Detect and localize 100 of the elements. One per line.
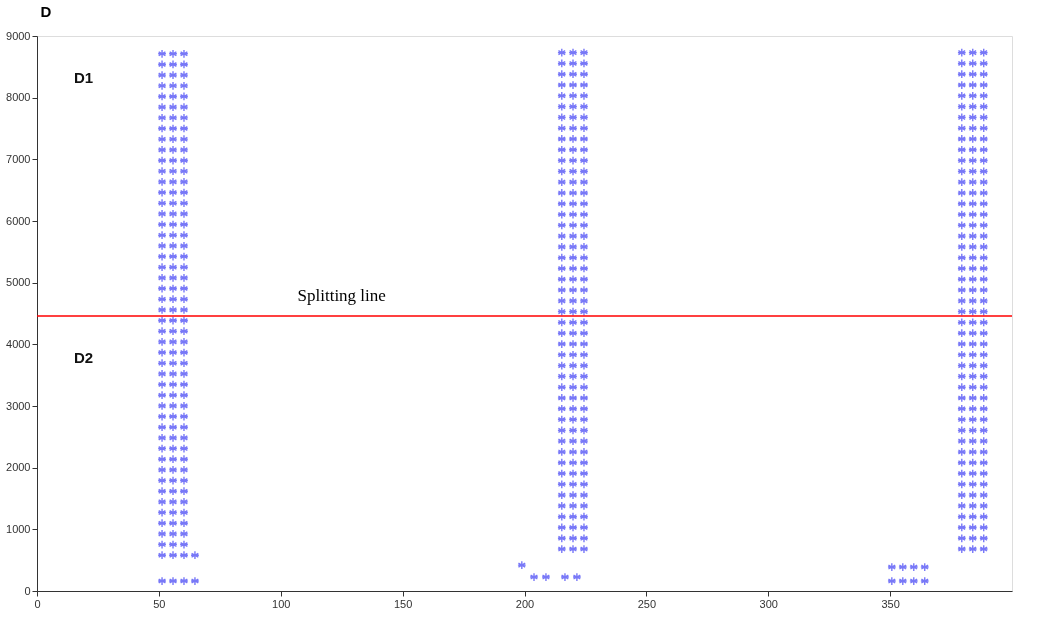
point [957, 447, 967, 457]
point [957, 102, 967, 112]
point [557, 155, 567, 166]
point [157, 283, 167, 294]
point [968, 166, 978, 176]
point [957, 436, 967, 446]
point [557, 522, 567, 533]
point [957, 134, 967, 144]
y-tick-label: 7000 [6, 152, 31, 165]
point [579, 145, 589, 155]
point [968, 404, 978, 414]
point [968, 522, 978, 533]
point [968, 134, 978, 144]
point [157, 166, 167, 176]
point [568, 188, 578, 198]
point [568, 145, 578, 155]
point [168, 550, 178, 560]
point [968, 199, 978, 209]
point [968, 285, 978, 295]
x-tick-label: 100 [272, 597, 291, 610]
point [168, 209, 178, 219]
point [979, 339, 989, 349]
point [179, 507, 189, 518]
point [157, 187, 167, 198]
point [568, 414, 578, 425]
point [579, 436, 589, 446]
point [168, 123, 178, 134]
point [568, 296, 578, 306]
point [157, 198, 167, 208]
point [157, 70, 167, 80]
point [979, 425, 989, 435]
point [568, 468, 578, 479]
point [557, 177, 567, 187]
point [179, 262, 189, 272]
point [957, 490, 967, 500]
point [557, 317, 567, 328]
point [179, 177, 189, 187]
point [557, 102, 567, 112]
point [968, 328, 978, 338]
point [568, 490, 578, 500]
point [190, 550, 200, 560]
point [168, 507, 178, 518]
point [579, 458, 589, 468]
point [179, 230, 189, 240]
point [179, 283, 189, 294]
point [968, 458, 978, 468]
point [920, 576, 930, 586]
point [968, 317, 978, 328]
point [557, 512, 567, 522]
point [968, 242, 978, 252]
point [157, 486, 167, 496]
point [568, 404, 578, 414]
point [568, 544, 578, 554]
point [957, 512, 967, 522]
point [579, 490, 589, 500]
point [579, 48, 589, 58]
point [968, 447, 978, 457]
point [957, 328, 967, 338]
point [979, 145, 989, 155]
y-tick-label: 1000 [6, 522, 31, 535]
point [579, 382, 589, 392]
point [957, 479, 967, 489]
point [957, 188, 967, 198]
point [157, 294, 167, 304]
point [557, 209, 567, 220]
point [557, 274, 567, 284]
point [957, 80, 967, 90]
point [568, 285, 578, 295]
point [157, 59, 167, 70]
point [579, 361, 589, 371]
point [579, 285, 589, 295]
point [168, 166, 178, 176]
point [579, 123, 589, 133]
point [168, 59, 178, 70]
point [168, 113, 178, 123]
point [957, 361, 967, 371]
point [157, 454, 167, 464]
point [517, 560, 527, 570]
y-tick-label: 0 [24, 584, 31, 597]
point [168, 262, 178, 272]
point [568, 382, 578, 392]
point [179, 529, 189, 539]
point [568, 533, 578, 543]
point [557, 145, 567, 155]
point [557, 533, 567, 543]
point [979, 274, 989, 284]
point [168, 539, 178, 550]
annotation: D1 [74, 69, 94, 86]
point [557, 328, 567, 338]
point [979, 155, 989, 166]
point [957, 263, 967, 274]
point [179, 379, 189, 390]
point [557, 436, 567, 446]
chart-title: D [40, 3, 52, 20]
point [579, 263, 589, 274]
point [568, 209, 578, 220]
point [979, 522, 989, 533]
point [179, 347, 189, 358]
point [968, 533, 978, 543]
point [579, 317, 589, 328]
